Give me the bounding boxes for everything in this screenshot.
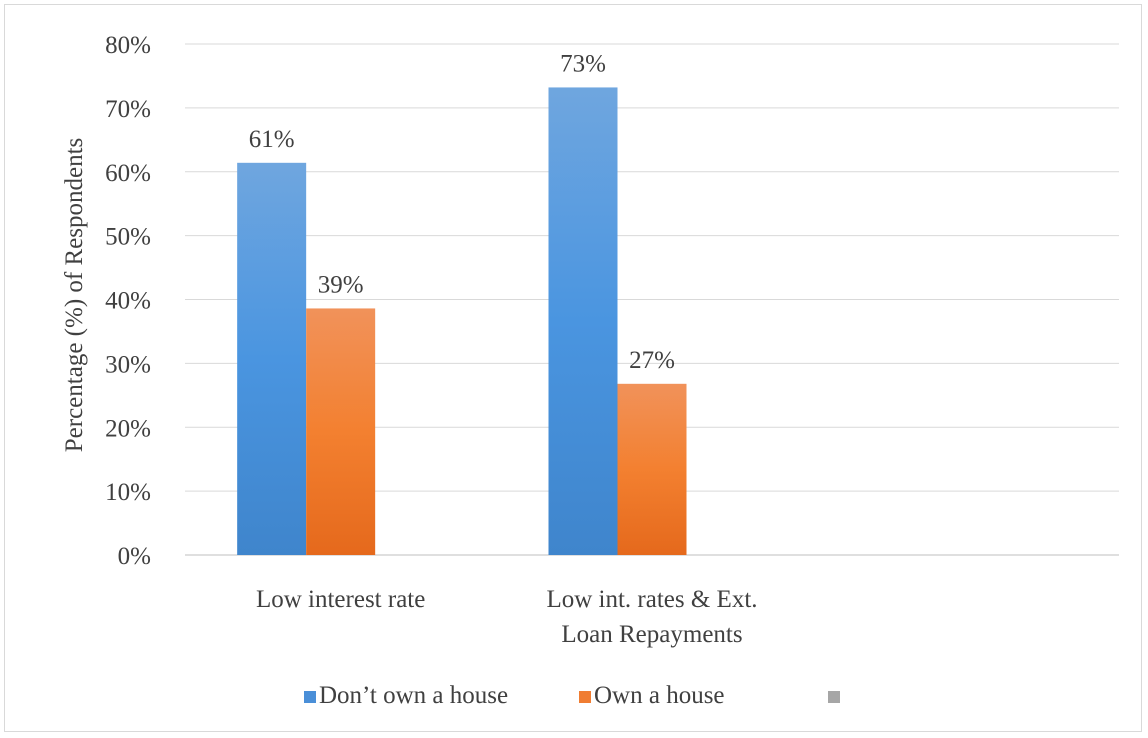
x-axis-ticks: Low interest rate Low int. rates & Ext. Lo… xyxy=(256,586,758,648)
data-label: 39% xyxy=(318,271,364,298)
x-tick-label: Loan Repayments xyxy=(561,621,742,648)
legend-swatch xyxy=(828,691,840,703)
y-tick-label: 20% xyxy=(105,415,151,442)
data-labels: 61% 39% 73% 27% xyxy=(249,50,675,373)
legend-label: Don’t own a house xyxy=(319,682,508,709)
y-tick-label: 70% xyxy=(105,96,151,123)
legend-label: Own a house xyxy=(594,682,725,709)
bar-series-1-cat-1 xyxy=(617,383,687,555)
bar-series-1-cat-0 xyxy=(306,308,376,555)
chart-frame: 0% 10% 20% 30% 40% 50% 60% 70% 80% 61% 39% 73% 27% … xyxy=(4,4,1142,732)
legend-swatch xyxy=(579,691,591,703)
y-axis-ticks: 0% 10% 20% 30% 40% 50% 60% 70% 80% xyxy=(105,32,151,570)
y-tick-label: 10% xyxy=(105,479,151,506)
y-tick-label: 0% xyxy=(118,543,151,570)
bar-series-0-cat-0 xyxy=(237,162,307,555)
x-tick-label: Low interest rate xyxy=(256,586,425,613)
data-label: 73% xyxy=(560,50,606,77)
y-tick-label: 50% xyxy=(105,224,151,251)
data-label: 27% xyxy=(629,347,675,374)
bars xyxy=(237,87,687,555)
x-tick-label: Low int. rates & Ext. xyxy=(546,586,757,613)
y-axis-title: Percentage (%) of Respondents xyxy=(61,138,88,452)
y-tick-label: 80% xyxy=(105,32,151,59)
legend-swatch xyxy=(304,691,316,703)
y-tick-label: 30% xyxy=(105,351,151,378)
y-tick-label: 60% xyxy=(105,160,151,187)
bar-chart: 0%10%20%30%40%50%60%70%80% 61%39%73%27% … xyxy=(61,32,1119,709)
legend: Don’t own a house Own a house xyxy=(304,682,840,709)
data-label: 61% xyxy=(249,126,295,153)
bar-series-0-cat-1 xyxy=(548,87,618,555)
y-tick-label: 40% xyxy=(105,288,151,315)
